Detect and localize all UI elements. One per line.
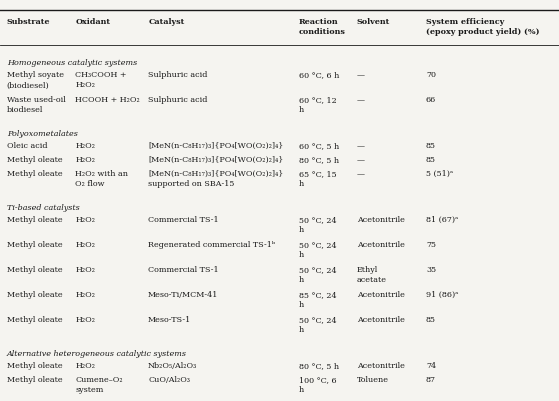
Text: 60 °C, 12
h: 60 °C, 12 h [299, 96, 337, 114]
Text: Ethyl
acetate: Ethyl acetate [357, 266, 387, 284]
Text: 85: 85 [426, 156, 436, 164]
Text: 85: 85 [426, 142, 436, 150]
Text: Methyl oleate: Methyl oleate [7, 241, 63, 249]
Text: 70: 70 [426, 71, 436, 79]
Text: Toluene: Toluene [357, 376, 389, 384]
Text: H₂O₂: H₂O₂ [75, 241, 96, 249]
Text: Acetonitrile: Acetonitrile [357, 291, 405, 299]
Text: HCOOH + H₂O₂: HCOOH + H₂O₂ [75, 96, 140, 104]
Text: H₂O₂: H₂O₂ [75, 156, 96, 164]
Text: 50 °C, 24
h: 50 °C, 24 h [299, 266, 337, 284]
Text: —: — [357, 142, 364, 150]
Text: Alternative heterogeneous catalytic systems: Alternative heterogeneous catalytic syst… [7, 350, 187, 358]
Text: System efficiency
(epoxy product yield) (%): System efficiency (epoxy product yield) … [426, 18, 539, 36]
Text: 50 °C, 24
h: 50 °C, 24 h [299, 216, 337, 234]
Text: Acetonitrile: Acetonitrile [357, 362, 405, 370]
Text: Commercial TS-1: Commercial TS-1 [148, 266, 219, 274]
Text: 87: 87 [426, 376, 436, 384]
Text: Regenerated commercial TS-1ᵇ: Regenerated commercial TS-1ᵇ [148, 241, 275, 249]
Text: 85: 85 [426, 316, 436, 324]
Text: H₂O₂: H₂O₂ [75, 291, 96, 299]
Text: CuO/Al₂O₃: CuO/Al₂O₃ [148, 376, 190, 384]
Text: Acetonitrile: Acetonitrile [357, 241, 405, 249]
Text: 50 °C, 24
h: 50 °C, 24 h [299, 316, 337, 334]
Text: 91 (86)ᵃ: 91 (86)ᵃ [426, 291, 458, 299]
Text: H₂O₂: H₂O₂ [75, 142, 96, 150]
Text: —: — [357, 96, 364, 104]
Text: CH₃COOH +
H₂O₂: CH₃COOH + H₂O₂ [75, 71, 127, 89]
Text: Methyl oleate: Methyl oleate [7, 216, 63, 224]
Text: [MeN(n-C₈H₁₇)₃]{PO₄[WO(O₂)₂]₄}: [MeN(n-C₈H₁₇)₃]{PO₄[WO(O₂)₂]₄} [148, 142, 283, 150]
Text: Methyl oleate: Methyl oleate [7, 266, 63, 274]
Text: Meso-TS-1: Meso-TS-1 [148, 316, 191, 324]
Text: Methyl oleate: Methyl oleate [7, 362, 63, 370]
Text: H₂O₂: H₂O₂ [75, 216, 96, 224]
Text: Acetonitrile: Acetonitrile [357, 316, 405, 324]
Text: Methyl soyate
(biodiesel): Methyl soyate (biodiesel) [7, 71, 64, 89]
Text: Methyl oleate: Methyl oleate [7, 170, 63, 178]
Text: Oleic acid: Oleic acid [7, 142, 47, 150]
Text: Methyl oleate: Methyl oleate [7, 376, 63, 384]
Text: —: — [357, 170, 364, 178]
Text: H₂O₂: H₂O₂ [75, 362, 96, 370]
Text: 74: 74 [426, 362, 436, 370]
Text: Polyoxometalates: Polyoxometalates [7, 130, 78, 138]
Text: 80 °C, 5 h: 80 °C, 5 h [299, 362, 339, 370]
Text: Sulphuric acid: Sulphuric acid [148, 71, 207, 79]
Text: H₂O₂: H₂O₂ [75, 266, 96, 274]
Text: 5 (51)ᵃ: 5 (51)ᵃ [426, 170, 453, 178]
Text: 60 °C, 6 h: 60 °C, 6 h [299, 71, 339, 79]
Text: Reaction
conditions: Reaction conditions [299, 18, 346, 36]
Text: Nb₂O₅/Al₂O₃: Nb₂O₅/Al₂O₃ [148, 362, 197, 370]
Text: 85 °C, 24
h: 85 °C, 24 h [299, 291, 337, 309]
Text: H₂O₂: H₂O₂ [75, 316, 96, 324]
Text: Catalyst: Catalyst [148, 18, 184, 26]
Text: 35: 35 [426, 266, 436, 274]
Text: Solvent: Solvent [357, 18, 390, 26]
Text: —: — [357, 71, 364, 79]
Text: Meso-Ti/MCM-41: Meso-Ti/MCM-41 [148, 291, 219, 299]
Text: Homogeneous catalytic systems: Homogeneous catalytic systems [7, 59, 137, 67]
Text: 75: 75 [426, 241, 436, 249]
Text: H₂O₂ with an
O₂ flow: H₂O₂ with an O₂ flow [75, 170, 129, 188]
Text: 81 (67)ᵃ: 81 (67)ᵃ [426, 216, 458, 224]
Text: Ti-based catalysts: Ti-based catalysts [7, 204, 79, 212]
Text: 65 °C, 15
h: 65 °C, 15 h [299, 170, 337, 188]
Text: Oxidant: Oxidant [75, 18, 111, 26]
Text: 80 °C, 5 h: 80 °C, 5 h [299, 156, 339, 164]
Text: 50 °C, 24
h: 50 °C, 24 h [299, 241, 337, 259]
Text: Commercial TS-1: Commercial TS-1 [148, 216, 219, 224]
Text: [MeN(n-C₈H₁₇)₃]{PO₄[WO(O₂)₂]₄}: [MeN(n-C₈H₁₇)₃]{PO₄[WO(O₂)₂]₄} [148, 156, 283, 164]
Text: —: — [357, 156, 364, 164]
Text: 100 °C, 6
h: 100 °C, 6 h [299, 376, 337, 394]
Text: Methyl oleate: Methyl oleate [7, 291, 63, 299]
Text: Methyl oleate: Methyl oleate [7, 156, 63, 164]
Text: Cumene–O₂
system: Cumene–O₂ system [75, 376, 123, 394]
Text: Acetonitrile: Acetonitrile [357, 216, 405, 224]
Text: 66: 66 [426, 96, 436, 104]
Text: Waste used-oil
biodiesel: Waste used-oil biodiesel [7, 96, 65, 114]
Text: [MeN(n-C₈H₁₇)₃]{PO₄[WO(O₂)₂]₄}
supported on SBA-15: [MeN(n-C₈H₁₇)₃]{PO₄[WO(O₂)₂]₄} supported… [148, 170, 283, 188]
Text: Substrate: Substrate [7, 18, 50, 26]
Text: Sulphuric acid: Sulphuric acid [148, 96, 207, 104]
Text: 60 °C, 5 h: 60 °C, 5 h [299, 142, 339, 150]
Text: Methyl oleate: Methyl oleate [7, 316, 63, 324]
